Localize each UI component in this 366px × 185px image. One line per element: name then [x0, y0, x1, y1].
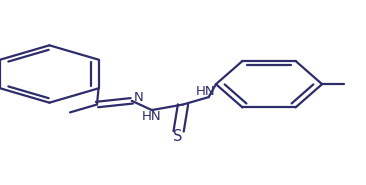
Text: S: S [173, 129, 183, 144]
Text: HN: HN [196, 85, 216, 98]
Text: N: N [134, 91, 143, 104]
Text: HN: HN [141, 110, 161, 123]
